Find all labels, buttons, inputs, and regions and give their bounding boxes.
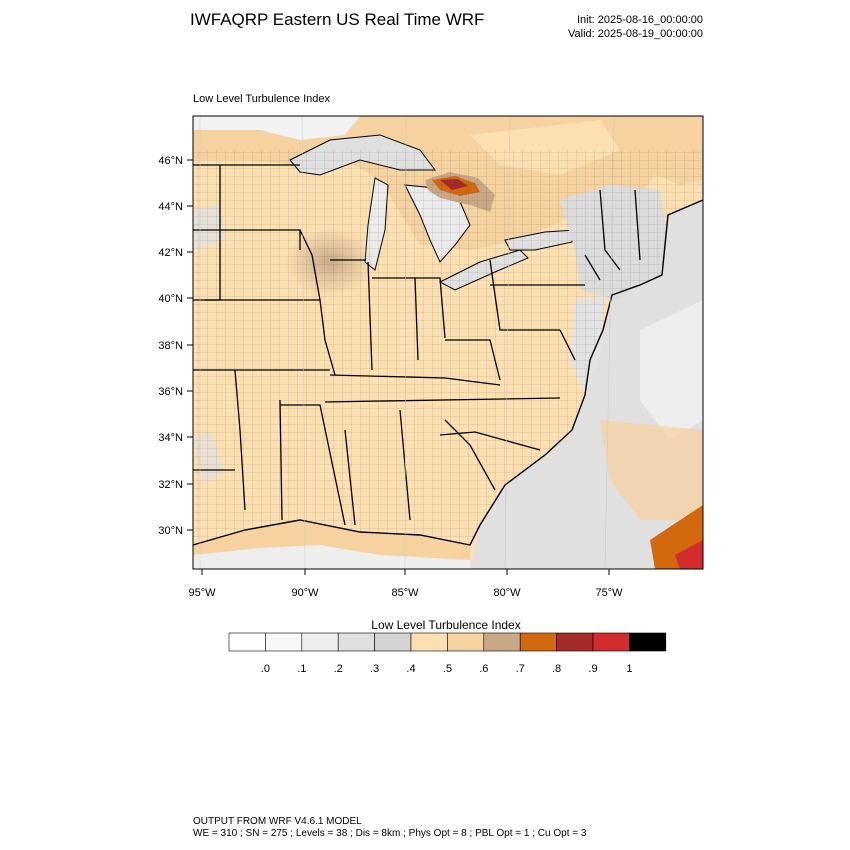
- footer-model-line: OUTPUT FROM WRF V4.6.1 MODEL: [193, 816, 362, 827]
- colorbar-tick-label: .8: [552, 663, 562, 675]
- canada-nw-region: [193, 116, 360, 140]
- colorbar-swatch: [374, 632, 412, 652]
- map-plot-area: [193, 116, 703, 569]
- county-boundaries: [193, 150, 703, 545]
- ocean-band-tan: [600, 420, 703, 520]
- chart-title: IWFAQRP Eastern US Real Time WRF: [190, 10, 485, 29]
- gulf-light-band: [193, 545, 470, 569]
- valid-time: Valid: 2025-08-19_00:00:00: [568, 28, 703, 40]
- lat-label: 34°N: [158, 432, 183, 444]
- longitude-axis: 95°W 90°W 85°W 80°W 75°W: [188, 569, 623, 599]
- lat-label: 30°N: [158, 525, 183, 537]
- footer: OUTPUT FROM WRF V4.6.1 MODEL WE = 310 ; …: [193, 816, 586, 840]
- colorbar-tick-label: .0: [260, 663, 270, 675]
- colorbar-tick-label: .2: [333, 663, 343, 675]
- colorbar-tick-label: 1: [626, 663, 633, 675]
- coastline: [193, 199, 703, 546]
- map-frame: [192, 115, 704, 570]
- lon-label: 85°W: [391, 587, 419, 599]
- colorbar-swatch: [592, 632, 630, 652]
- colorbar-swatch: [629, 632, 667, 652]
- lat-label: 32°N: [158, 479, 183, 491]
- colorbar-swatch: [519, 632, 557, 652]
- lon-label: 95°W: [188, 587, 216, 599]
- init-time: Init: 2025-08-16_00:00:00: [577, 14, 703, 26]
- lat-label: 46°N: [158, 155, 183, 167]
- graticule: [199, 116, 615, 569]
- colorbar-tick-label: .9: [588, 663, 598, 675]
- colorbar-swatch: [265, 632, 303, 652]
- footer-config-line: WE = 310 ; SN = 275 ; Levels = 38 ; Dis …: [193, 828, 587, 839]
- colorbar-swatch: [301, 632, 339, 652]
- colorbar-swatch: [483, 632, 521, 652]
- colorbar-tick-label: .5: [442, 663, 452, 675]
- latitude-axis: 46°N 44°N 42°N 40°N 38°N 36°N 34°N 32°N …: [158, 155, 193, 537]
- lon-label: 75°W: [595, 587, 623, 599]
- colorbar-swatch: [447, 632, 485, 652]
- lon-label: 80°W: [493, 587, 521, 599]
- colorbar-tick-label: .1: [297, 663, 307, 675]
- colorbar-swatch: [228, 632, 266, 652]
- colorbar-tick-label: .4: [406, 663, 416, 675]
- colorbar-tick-label: .7: [515, 663, 525, 675]
- lat-label: 36°N: [158, 386, 183, 398]
- colorbar-tick-label: .3: [370, 663, 380, 675]
- lat-label: 42°N: [158, 247, 183, 259]
- lon-label: 90°W: [291, 587, 319, 599]
- lat-label: 38°N: [158, 340, 183, 352]
- colorbar-swatch: [556, 632, 594, 652]
- colorbar-swatch: [410, 632, 448, 652]
- colorbar-swatch: [337, 632, 375, 652]
- lat-label: 44°N: [158, 201, 183, 213]
- colorbar-title: Low Level Turbulence Index: [371, 618, 521, 632]
- colorbar-tick-label: .6: [479, 663, 489, 675]
- init-valid-info: Init: 2025-08-16_00:00:00 Valid: 2025-08…: [568, 13, 703, 41]
- ocean-hotspot-red: [675, 540, 703, 569]
- ocean-band-light: [640, 300, 703, 440]
- colorbar: [228, 632, 667, 652]
- state-boundaries: [193, 164, 641, 526]
- map-label: Low Level Turbulence Index: [193, 93, 330, 105]
- lat-label: 40°N: [158, 293, 183, 305]
